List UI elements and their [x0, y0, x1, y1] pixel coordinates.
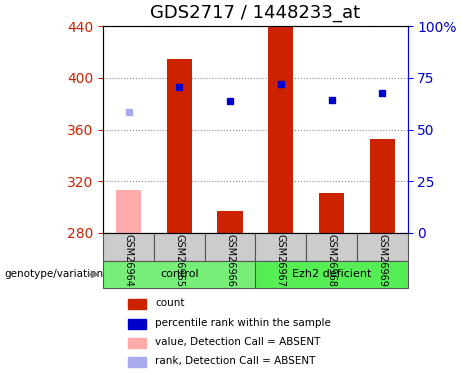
Bar — [319, 193, 344, 233]
FancyBboxPatch shape — [103, 233, 154, 261]
Text: GSM26967: GSM26967 — [276, 234, 286, 287]
FancyBboxPatch shape — [357, 233, 408, 261]
Text: percentile rank within the sample: percentile rank within the sample — [155, 318, 331, 328]
Text: GSM26965: GSM26965 — [174, 234, 184, 287]
Text: GSM26968: GSM26968 — [326, 234, 337, 287]
Text: GSM26966: GSM26966 — [225, 234, 235, 287]
Bar — [128, 319, 146, 328]
Bar — [128, 338, 146, 348]
Bar — [128, 357, 146, 367]
Bar — [128, 299, 146, 309]
Bar — [218, 211, 243, 233]
Bar — [268, 26, 294, 233]
FancyBboxPatch shape — [154, 233, 205, 261]
Title: GDS2717 / 1448233_at: GDS2717 / 1448233_at — [150, 4, 361, 22]
Text: value, Detection Call = ABSENT: value, Detection Call = ABSENT — [155, 337, 320, 347]
Text: control: control — [160, 269, 199, 279]
Text: GSM26969: GSM26969 — [377, 234, 387, 287]
Text: Ezh2 deficient: Ezh2 deficient — [292, 269, 371, 279]
Text: count: count — [155, 298, 184, 308]
FancyBboxPatch shape — [205, 233, 255, 261]
FancyBboxPatch shape — [255, 261, 408, 288]
Bar — [167, 58, 192, 233]
Text: GSM26964: GSM26964 — [124, 234, 134, 287]
FancyBboxPatch shape — [103, 261, 255, 288]
Bar — [116, 190, 142, 233]
Bar — [370, 139, 395, 233]
FancyBboxPatch shape — [255, 233, 306, 261]
FancyBboxPatch shape — [306, 233, 357, 261]
Text: rank, Detection Call = ABSENT: rank, Detection Call = ABSENT — [155, 356, 315, 366]
Text: genotype/variation: genotype/variation — [4, 269, 103, 279]
